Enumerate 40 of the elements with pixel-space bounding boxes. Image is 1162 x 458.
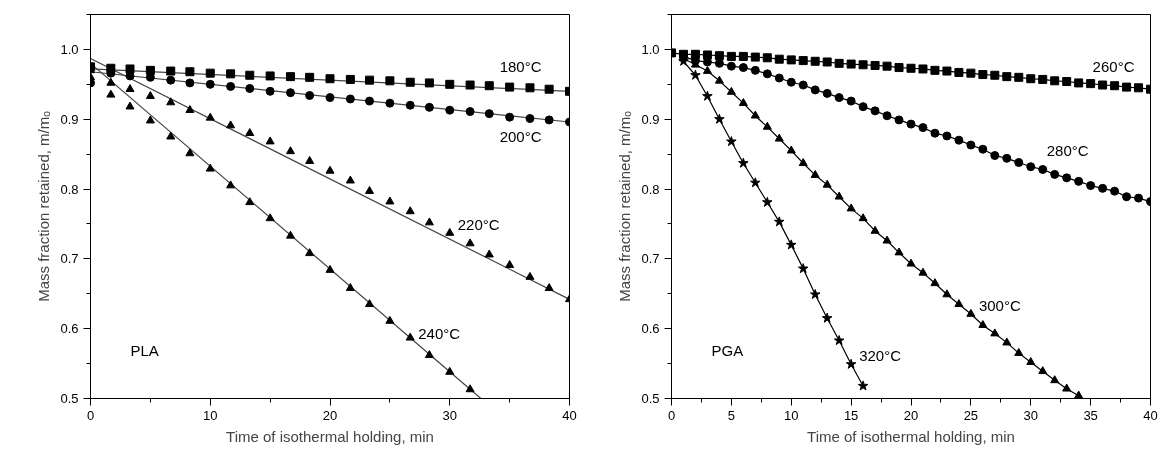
x-tick-label: 10 [784,407,799,423]
x-tick-label: 40 [562,407,577,423]
x-tick-label: 20 [322,407,338,423]
x-tick-label: 5 [727,407,735,423]
x-tick-label: 0 [667,407,676,423]
y-tick-label: 0.6 [60,321,79,337]
x-tick-label: 30 [1023,407,1038,423]
series-label: 320°C [859,347,902,365]
y-tick-label: 0.7 [641,251,660,267]
series-label: 280°C [1046,142,1089,160]
y-tick-label: 0.7 [60,251,79,267]
y-tick-label: 0.9 [641,111,660,127]
annotation: PLA [130,341,159,359]
y-axis-title: Mass fraction retained, m/mₒ [35,110,53,302]
x-tick-label: 15 [843,407,859,423]
y-tick-label: 0.5 [641,391,660,406]
x-tick-label: 20 [903,407,919,423]
y-tick-label: 0.8 [60,181,79,197]
x-tick-label: 25 [963,407,979,423]
y-tick-label: 1.0 [60,41,79,57]
x-tick-label: 10 [203,407,218,423]
x-tick-label: 40 [1143,407,1158,423]
x-tick-label: 30 [442,407,457,423]
x-tick-label: 35 [1083,407,1098,423]
x-tick-label: 0 [86,407,95,423]
annotation: PGA [711,341,744,359]
x-axis-title: Time of isothermal holding, min [807,427,1015,445]
y-axis-title: Mass fraction retained, m/mₒ [616,110,634,302]
y-tick-label: 0.6 [641,321,660,337]
series-label: 200°C [499,128,542,146]
y-tick-label: 0.5 [60,391,79,406]
x-axis-title: Time of isothermal holding, min [226,427,434,445]
series-label: 240°C [418,324,461,342]
y-tick-label: 0.8 [641,181,660,197]
series-label: 180°C [499,58,542,76]
series-label: 220°C [457,216,500,234]
y-tick-label: 0.9 [60,111,79,127]
series-label: 300°C [978,297,1021,315]
series-label: 260°C [1092,58,1135,76]
y-tick-label: 1.0 [641,41,660,57]
